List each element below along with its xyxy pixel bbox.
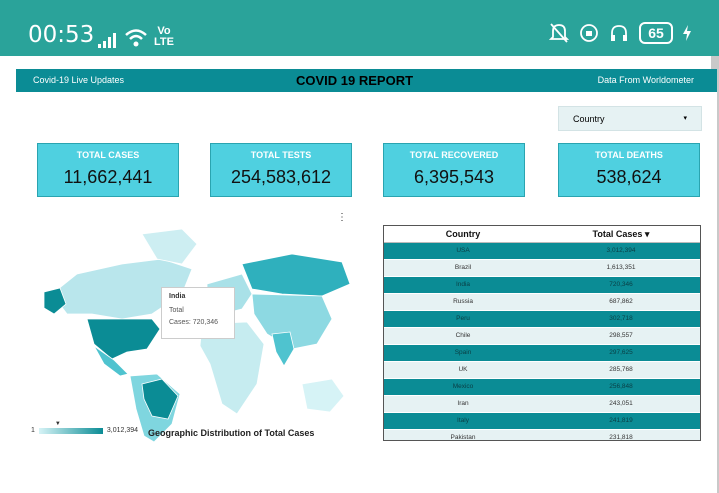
cell-total-cases: 1,613,351 bbox=[606, 264, 636, 271]
column-header-total-cases[interactable]: Total Cases ▾ bbox=[592, 229, 650, 239]
cell-country: Pakistan bbox=[450, 434, 476, 441]
table-row[interactable]: Spain 297,625 bbox=[384, 345, 700, 362]
kpi-value: 11,662,441 bbox=[63, 167, 153, 187]
kpi-total-recovered: TOTAL RECOVERED 6,395,543 bbox=[383, 143, 525, 197]
map-legend: 1 ▼ 3,012,394 bbox=[31, 421, 139, 435]
map-region-africa[interactable] bbox=[199, 321, 265, 415]
map-region-australia[interactable] bbox=[301, 378, 345, 413]
tooltip-metric: Total bbox=[169, 307, 184, 314]
table-row[interactable]: Peru 302,718 bbox=[384, 311, 700, 328]
legend-gradient: ▼ bbox=[38, 421, 103, 434]
cell-total-cases: 231,818 bbox=[609, 434, 633, 441]
kpi-total-cases: TOTAL CASES 11,662,441 bbox=[37, 143, 179, 197]
status-right-icons: 65 bbox=[549, 22, 691, 44]
header-subtitle: Covid-19 Live Updates bbox=[33, 75, 125, 85]
kpi-label: TOTAL TESTS bbox=[250, 150, 312, 160]
kpi-value: 538,624 bbox=[596, 167, 662, 187]
map-region-usa[interactable] bbox=[86, 318, 161, 360]
kpi-label: TOTAL RECOVERED bbox=[409, 150, 499, 160]
legend-min: 1 bbox=[31, 427, 35, 434]
cell-total-cases: 241,819 bbox=[609, 417, 633, 424]
table-row[interactable]: Russia 687,862 bbox=[384, 294, 700, 311]
cell-country: Brazil bbox=[454, 264, 472, 271]
cell-total-cases: 285,768 bbox=[609, 366, 633, 373]
legend-max: 3,012,394 bbox=[106, 427, 139, 434]
cell-country: Spain bbox=[454, 349, 472, 356]
cell-country: Mexico bbox=[452, 383, 474, 390]
map-region-brazil[interactable] bbox=[141, 378, 179, 420]
cell-total-cases: 687,862 bbox=[609, 298, 633, 305]
status-left-icons: Vo LTE bbox=[98, 22, 174, 48]
map-region-alaska[interactable] bbox=[43, 287, 67, 315]
cell-country: USA bbox=[456, 247, 470, 254]
column-header-country[interactable]: Country bbox=[445, 229, 481, 239]
cell-country: Russia bbox=[453, 298, 473, 305]
more-options-icon[interactable]: ⋮ bbox=[337, 212, 347, 223]
kpi-label: TOTAL CASES bbox=[76, 150, 140, 160]
signal-icon bbox=[98, 33, 116, 48]
data-saver-icon bbox=[580, 24, 598, 42]
volte-icon: Vo LTE bbox=[154, 25, 174, 48]
country-cases-table: Country Total Cases ▾ USA 3,012,394 Brazil… bbox=[383, 225, 701, 441]
map-title: Geographic Distribution of Total Cases bbox=[148, 428, 315, 438]
country-filter-label: Country bbox=[573, 114, 605, 124]
table-row[interactable]: USA 3,012,394 bbox=[384, 243, 700, 260]
cell-total-cases: 302,718 bbox=[609, 315, 633, 322]
kpi-label: TOTAL DEATHS bbox=[595, 150, 663, 160]
cell-country: UK bbox=[458, 366, 468, 373]
cell-total-cases: 243,051 bbox=[609, 400, 633, 407]
table-header: Country Total Cases ▾ bbox=[384, 226, 700, 243]
cell-total-cases: 3,012,394 bbox=[606, 247, 636, 254]
legend-pointer-icon: ▼ bbox=[54, 420, 61, 427]
table-row[interactable]: Iran 243,051 bbox=[384, 396, 700, 413]
map-region-russia[interactable] bbox=[241, 253, 351, 297]
dashboard: Covid-19 Live Updates COVID 19 REPORT Da… bbox=[16, 69, 717, 493]
cell-total-cases: 720,346 bbox=[609, 281, 633, 288]
status-bar: 00:53 Vo LTE 65 bbox=[0, 0, 719, 56]
table-row[interactable]: UK 285,768 bbox=[384, 362, 700, 379]
cell-total-cases: 297,625 bbox=[609, 349, 633, 356]
map-tooltip: India Total Cases: 720,346 bbox=[161, 287, 235, 339]
tooltip-country: India bbox=[169, 293, 186, 300]
kpi-total-deaths: TOTAL DEATHS 538,624 bbox=[558, 143, 700, 197]
table-row[interactable]: Pakistan 231,818 bbox=[384, 430, 700, 441]
map-region-india[interactable] bbox=[271, 331, 295, 367]
table-row[interactable]: Mexico 256,848 bbox=[384, 379, 700, 396]
sort-desc-icon: ▾ bbox=[644, 229, 650, 239]
data-source: Data From Worldometer bbox=[597, 75, 694, 85]
table-row[interactable]: Italy 241,819 bbox=[384, 413, 700, 430]
table-row[interactable]: India 720,346 bbox=[384, 277, 700, 294]
map-region-mexico[interactable] bbox=[93, 345, 129, 377]
cell-country: Italy bbox=[457, 417, 469, 424]
cell-total-cases: 256,848 bbox=[609, 383, 633, 390]
cell-total-cases: 298,557 bbox=[609, 332, 633, 339]
wifi-icon bbox=[125, 29, 147, 47]
cell-country: India bbox=[455, 281, 471, 288]
kpi-value: 254,583,612 bbox=[230, 167, 332, 187]
battery-icon: 65 bbox=[639, 22, 673, 44]
cell-country: Peru bbox=[456, 315, 470, 322]
kpi-value: 6,395,543 bbox=[413, 167, 495, 187]
cell-country: Chile bbox=[455, 332, 471, 339]
page-title: COVID 19 REPORT bbox=[296, 73, 414, 88]
table-row[interactable]: Chile 298,557 bbox=[384, 328, 700, 345]
clock: 00:53 bbox=[28, 22, 95, 48]
charging-icon bbox=[683, 25, 691, 41]
table-body: USA 3,012,394 Brazil 1,613,351 India 720,346 R… bbox=[384, 243, 700, 441]
tooltip-value: Cases: 720,346 bbox=[169, 319, 219, 326]
kpi-total-tests: TOTAL TESTS 254,583,612 bbox=[210, 143, 352, 197]
table-row[interactable]: Brazil 1,613,351 bbox=[384, 260, 700, 277]
report-header: Covid-19 Live Updates COVID 19 REPORT Da… bbox=[16, 69, 717, 92]
bell-off-icon bbox=[549, 23, 569, 43]
chevron-down-icon: ▾ bbox=[683, 115, 687, 122]
cell-country: Iran bbox=[457, 400, 469, 407]
headphones-icon bbox=[611, 25, 627, 41]
map-region-greenland[interactable] bbox=[141, 228, 198, 265]
country-filter[interactable]: Country ▾ bbox=[558, 106, 702, 131]
